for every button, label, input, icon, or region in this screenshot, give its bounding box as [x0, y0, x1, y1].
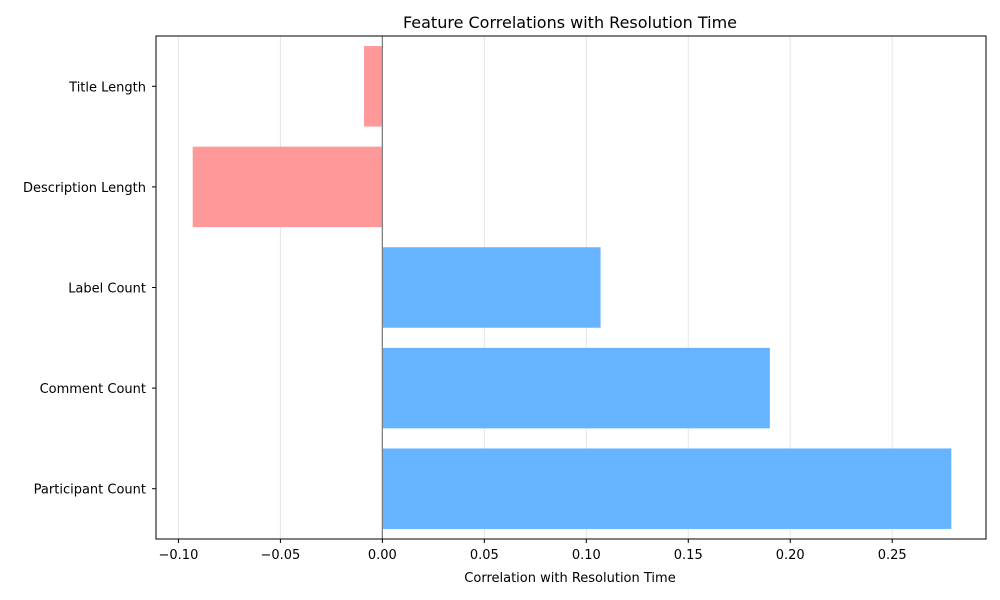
x-tick-label: 0.10 [572, 548, 601, 563]
x-tick-label: 0.00 [368, 548, 397, 563]
bar [382, 347, 770, 429]
category-label: Label Count [68, 282, 146, 297]
bar [382, 247, 601, 328]
x-tick-label: −0.05 [260, 548, 300, 563]
x-tick-label: 0.20 [776, 548, 805, 563]
category-label: Description Length [23, 181, 146, 196]
x-tick-label: 0.15 [674, 548, 703, 563]
category-label: Comment Count [40, 382, 146, 397]
x-tick-label: 0.25 [878, 548, 907, 563]
category-label: Title Length [68, 80, 146, 95]
x-ticks: −0.10 −0.05 0.00 0.05 0.10 0.15 0.20 0.25 [159, 539, 907, 563]
bar [382, 448, 952, 529]
y-ticks: Participant Count Comment Count Label Coun… [23, 80, 156, 498]
bar [364, 46, 383, 127]
chart-title: Feature Correlations with Resolution Tim… [403, 13, 737, 32]
bars [192, 46, 952, 529]
x-axis-title: Correlation with Resolution Time [464, 571, 675, 586]
category-label: Participant Count [34, 483, 146, 498]
x-tick-label: −0.10 [159, 548, 199, 563]
x-tick-label: 0.05 [470, 548, 499, 563]
bar [192, 146, 383, 228]
